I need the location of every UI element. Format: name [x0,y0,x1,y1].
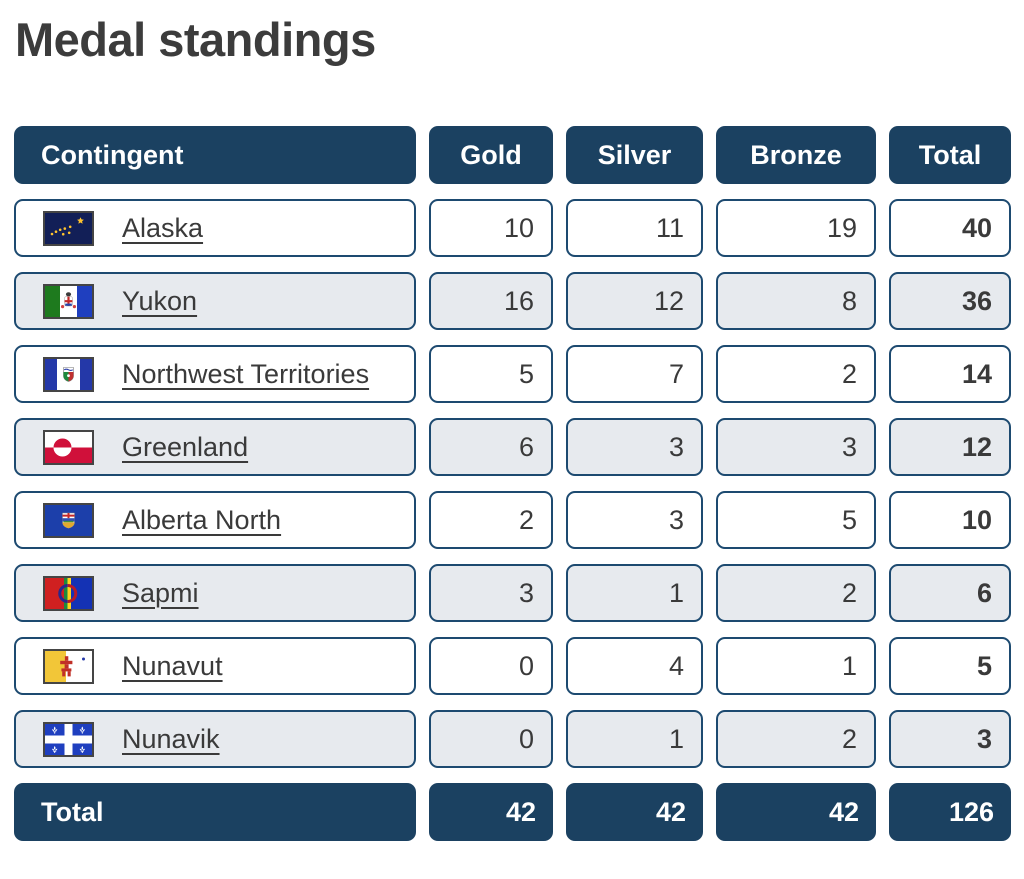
total-cell: 36 [889,272,1011,330]
silver-cell: 4 [566,637,703,695]
contingent-cell: Greenland [14,418,416,476]
column-header-bronze: Bronze [716,126,876,184]
total-cell: 3 [889,710,1011,768]
table-footer-row: Total 42 42 42 126 [14,783,1011,841]
gold-cell: 3 [429,564,553,622]
total-cell: 10 [889,491,1011,549]
bronze-cell: 3 [716,418,876,476]
bronze-cell: 5 [716,491,876,549]
alberta-north-flag-icon [43,502,94,538]
gold-cell: 0 [429,637,553,695]
silver-cell: 12 [566,272,703,330]
bronze-cell: 2 [716,345,876,403]
column-header-total: Total [889,126,1011,184]
contingent-link[interactable]: Nunavut [122,650,223,681]
sapmi-flag-icon [43,575,94,611]
silver-cell: 7 [566,345,703,403]
column-header-gold: Gold [429,126,553,184]
table-header-row: Contingent Gold Silver Bronze Total [14,126,1011,184]
table-row: Sapmi 3 1 2 6 [14,564,1011,622]
table-row: Greenland 6 3 3 12 [14,418,1011,476]
table-row: Nunavik 0 1 2 3 [14,710,1011,768]
page-title: Medal standings [15,13,376,66]
contingent-link[interactable]: Yukon [122,285,198,316]
contingent-cell: Yukon [14,272,416,330]
bronze-cell: 2 [716,710,876,768]
silver-cell: 3 [566,418,703,476]
contingent-cell: Nunavik [14,710,416,768]
greenland-flag-icon [43,429,94,465]
gold-cell: 6 [429,418,553,476]
silver-cell: 11 [566,199,703,257]
footer-bronze-total: 42 [716,783,876,841]
gold-cell: 5 [429,345,553,403]
table-row: Yukon 16 12 8 36 [14,272,1011,330]
gold-cell: 0 [429,710,553,768]
contingent-cell: Northwest Territories [14,345,416,403]
gold-cell: 2 [429,491,553,549]
contingent-link[interactable]: Greenland [122,431,249,462]
footer-silver-total: 42 [566,783,703,841]
table-row: Alberta North 2 3 5 10 [14,491,1011,549]
contingent-link[interactable]: Alberta North [122,504,282,535]
column-header-contingent: Contingent [14,126,416,184]
northwest-territories-flag-icon [43,356,94,392]
footer-gold-total: 42 [429,783,553,841]
table-row: Nunavut 0 4 1 5 [14,637,1011,695]
total-cell: 6 [889,564,1011,622]
total-cell: 14 [889,345,1011,403]
contingent-cell: Nunavut [14,637,416,695]
contingent-cell: Alaska [14,199,416,257]
table-row: Alaska 10 11 19 40 [14,199,1011,257]
total-cell: 5 [889,637,1011,695]
total-cell: 40 [889,199,1011,257]
silver-cell: 1 [566,710,703,768]
contingent-cell: Sapmi [14,564,416,622]
contingent-cell: Alberta North [14,491,416,549]
contingent-link[interactable]: Alaska [122,212,204,243]
gold-cell: 10 [429,199,553,257]
contingent-link[interactable]: Sapmi [122,577,199,608]
bronze-cell: 2 [716,564,876,622]
table-row: Northwest Territories 5 7 2 14 [14,345,1011,403]
nunavut-flag-icon [43,648,94,684]
medal-standings-table: Contingent Gold Silver Bronze Total Alas… [14,126,1011,841]
yukon-flag-icon [43,283,94,319]
silver-cell: 3 [566,491,703,549]
alaska-flag-icon [43,210,94,246]
silver-cell: 1 [566,564,703,622]
contingent-link[interactable]: Northwest Territories [122,358,370,389]
gold-cell: 16 [429,272,553,330]
column-header-silver: Silver [566,126,703,184]
bronze-cell: 1 [716,637,876,695]
bronze-cell: 19 [716,199,876,257]
bronze-cell: 8 [716,272,876,330]
nunavik-flag-icon [43,721,94,757]
total-cell: 12 [889,418,1011,476]
footer-total-label: Total [14,783,416,841]
footer-grand-total: 126 [889,783,1011,841]
contingent-link[interactable]: Nunavik [122,723,220,754]
